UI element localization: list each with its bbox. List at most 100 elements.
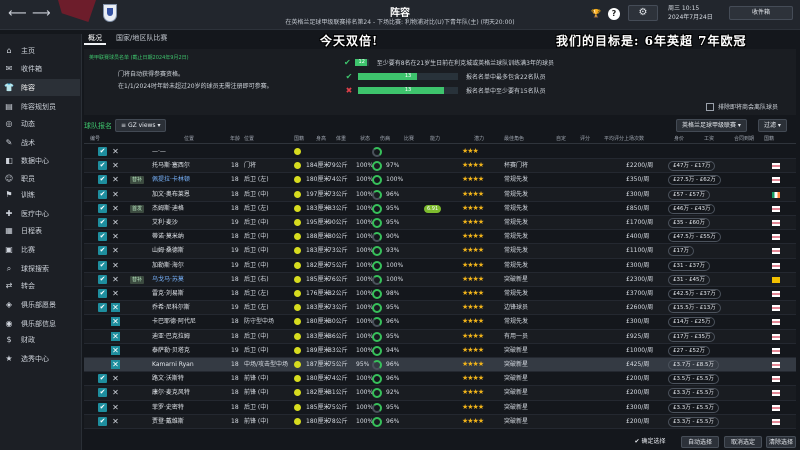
- player-name[interactable]: 山姆·桑德斯: [152, 247, 184, 255]
- exclude-toggle[interactable]: ✕: [111, 345, 120, 355]
- exclude-toggle[interactable]: ✕: [112, 203, 119, 213]
- column-header[interactable]: 体重: [336, 136, 347, 142]
- column-header[interactable]: 伤病: [380, 136, 391, 142]
- exclude-toggle[interactable]: ✕: [112, 416, 119, 426]
- sidebar-item-transfer[interactable]: ⇄ 转会: [0, 277, 80, 294]
- help-icon[interactable]: ?: [608, 8, 620, 20]
- sidebar-item-medical[interactable]: ✚ 医疗中心: [0, 205, 80, 222]
- column-header[interactable]: 平均评分: [604, 136, 625, 142]
- player-name[interactable]: 菲罗·史密特: [152, 403, 184, 411]
- column-header[interactable]: 国籍: [294, 136, 305, 142]
- column-header[interactable]: 上场次数: [624, 136, 645, 142]
- sidebar-item-data[interactable]: ◧ 数据中心: [0, 152, 80, 169]
- column-header[interactable]: 国籍: [764, 136, 775, 142]
- exclude-toggle[interactable]: ✕: [112, 260, 119, 270]
- inbox-button[interactable]: 收件箱: [729, 6, 793, 20]
- table-row[interactable]: ✕ Kamarni Ryan 18 中场/攻击型中场 187厘米 75公斤 95% 96% ★★…: [84, 358, 796, 373]
- sidebar-item-scouting[interactable]: ⌕ 球探搜索: [0, 260, 80, 277]
- player-name[interactable]: 托马斯·塞西尔: [152, 162, 190, 170]
- exclude-toggle[interactable]: ✕: [112, 402, 119, 412]
- player-name[interactable]: 迪亚·巴克拉姆: [152, 332, 190, 340]
- table-row[interactable]: ✔ ✕ 贾登·戴维斯 18 前锋 (中) 180厘米 78公斤 100% 96% ★★★★ 突破新星…: [84, 414, 796, 429]
- column-header[interactable]: 潜力: [474, 136, 485, 142]
- settings-button[interactable]: ⚙: [628, 5, 658, 21]
- select-checkbox[interactable]: ✔: [98, 402, 107, 412]
- player-name[interactable]: 泰萨勒·贝塔克: [152, 346, 190, 354]
- table-row[interactable]: ✔ ✕ 雷克·刘易斯 18 后卫 (左) 176厘米 82公斤 100% 98% ★★★★ 常规先发…: [84, 287, 796, 302]
- table-row[interactable]: ✔ ✕ 替补 佩提拉·卡林顿 18 后卫 (左) 180厘米 74公斤 100% 100% ★★★★…: [84, 173, 796, 188]
- select-checkbox[interactable]: ✔: [98, 232, 107, 242]
- exclude-toggle[interactable]: ✕: [112, 388, 119, 398]
- player-name[interactable]: —·—: [152, 148, 166, 155]
- sidebar-item-draft[interactable]: ★ 选秀中心: [0, 350, 80, 367]
- exclude-toggle[interactable]: ✕: [112, 161, 119, 171]
- select-checkbox[interactable]: ✔: [98, 161, 107, 171]
- player-name[interactable]: 艾利·麦沙: [152, 219, 178, 226]
- column-header[interactable]: 评分: [580, 136, 591, 142]
- clear-selection-button[interactable]: 清除选择: [766, 436, 796, 448]
- select-checkbox[interactable]: ✔: [98, 303, 107, 313]
- sidebar-item-home[interactable]: ⌂ 主页: [0, 42, 80, 59]
- table-row[interactable]: ✕ 卡巴耶德·阿代尼 18 防守型中场 180厘米 80公斤 100% 96% ★★★★ 常规先发…: [84, 315, 796, 330]
- exclude-toggle[interactable]: ✕: [112, 274, 119, 284]
- exclude-leaving-checkbox[interactable]: 排除即将商会离队球员: [706, 102, 778, 111]
- sidebar-item-dynamics[interactable]: ◎ 动态: [0, 115, 80, 132]
- filter-button[interactable]: 过滤 ▾: [758, 119, 787, 132]
- select-checkbox[interactable]: ✔: [98, 274, 107, 284]
- player-name[interactable]: 蒂诺·莫米纳: [152, 233, 184, 241]
- back-icon[interactable]: ⟵: [8, 6, 27, 21]
- player-name[interactable]: 乔希·尼科尔斯: [152, 304, 190, 312]
- sidebar-item-vision[interactable]: ◈ 俱乐部愿景: [0, 296, 80, 313]
- player-name[interactable]: 贾登·戴维斯: [152, 417, 184, 425]
- select-checkbox[interactable]: [98, 317, 107, 326]
- select-checkbox[interactable]: [98, 332, 107, 341]
- exclude-toggle[interactable]: ✕: [112, 175, 119, 185]
- exclude-toggle[interactable]: ✕: [112, 374, 119, 384]
- exclude-toggle[interactable]: ✕: [111, 331, 120, 341]
- column-header[interactable]: 位置: [244, 136, 255, 142]
- sidebar-item-finance[interactable]: $ 财政: [0, 331, 80, 348]
- player-name[interactable]: 加勒斯·海尔: [152, 261, 184, 269]
- column-header[interactable]: 身价: [674, 136, 685, 142]
- column-header[interactable]: 能力: [430, 136, 441, 142]
- column-header[interactable]: 工资: [704, 136, 715, 142]
- trophy-icon[interactable]: 🏆: [591, 9, 601, 18]
- sidebar-item-match[interactable]: ▣ 比赛: [0, 241, 80, 258]
- table-row[interactable]: ✕ 迪亚·巴克拉姆 18 后卫 (中) 183厘米 86公斤 100% 95% ★★★★ 有用一员…: [84, 329, 796, 344]
- exclude-toggle[interactable]: ✕: [112, 232, 119, 242]
- cancel-selection-button[interactable]: 取消选定: [724, 436, 762, 448]
- select-checkbox[interactable]: ✔: [98, 388, 107, 398]
- column-header[interactable]: 位置: [184, 136, 195, 142]
- exclude-toggle[interactable]: ✕: [111, 303, 120, 313]
- table-row[interactable]: ✔ ✕ 康尔·麦克风特 18 前锋 (中) 182厘米 81公斤 100% 92% ★★★★ 突破新…: [84, 386, 796, 401]
- exclude-toggle[interactable]: ✕: [112, 147, 119, 156]
- player-name[interactable]: 卡巴耶德·阿代尼: [152, 318, 196, 326]
- select-checkbox[interactable]: ✔: [98, 260, 107, 270]
- confirm-selection-button[interactable]: ✔ 确定选择: [634, 438, 666, 445]
- table-row[interactable]: ✔ ✕ 路文·沃斯特 18 前锋 (中) 180厘米 74公斤 100% 96% ★★★★ 突破新星…: [84, 372, 796, 387]
- select-checkbox[interactable]: ✔: [98, 416, 107, 426]
- sidebar-item-squad[interactable]: 👕 阵容: [0, 79, 80, 96]
- sidebar-item-staff[interactable]: ☺ 职员: [0, 170, 80, 187]
- table-row[interactable]: ✔ ✕ 乔希·尼科尔斯 19 后卫 (左) 183厘米 73公斤 100% 95% ★★★★ 边锋球…: [84, 301, 796, 316]
- tab-national-team[interactable]: 国家/地区队比赛: [116, 34, 168, 42]
- select-checkbox[interactable]: ✔: [98, 189, 107, 199]
- exclude-toggle[interactable]: ✕: [111, 317, 120, 327]
- competition-dropdown[interactable]: 英格兰足球甲级联赛 ▾: [676, 119, 747, 132]
- player-name[interactable]: 杰姆斯·迪格: [152, 204, 184, 212]
- sidebar-item-inbox[interactable]: ✉ 收件箱: [0, 60, 80, 77]
- tab-overview[interactable]: 概况: [84, 31, 106, 45]
- select-checkbox[interactable]: ✔: [98, 147, 107, 156]
- select-checkbox[interactable]: ✔: [98, 246, 107, 256]
- player-name[interactable]: 乌戈马·苏莫: [152, 275, 184, 283]
- forward-icon[interactable]: ⟶: [32, 6, 51, 21]
- select-checkbox[interactable]: ✔: [98, 374, 107, 384]
- select-checkbox[interactable]: ✔: [98, 175, 107, 185]
- exclude-toggle[interactable]: ✕: [112, 218, 119, 227]
- select-checkbox[interactable]: [98, 360, 107, 369]
- select-checkbox[interactable]: [98, 346, 107, 355]
- exclude-toggle[interactable]: ✕: [112, 246, 119, 256]
- table-row[interactable]: ✔ ✕ —·— ★★★: [84, 145, 796, 160]
- sidebar-item-club-info[interactable]: ◉ 俱乐部信息: [0, 315, 80, 332]
- player-name[interactable]: Kamarni Ryan: [152, 361, 194, 368]
